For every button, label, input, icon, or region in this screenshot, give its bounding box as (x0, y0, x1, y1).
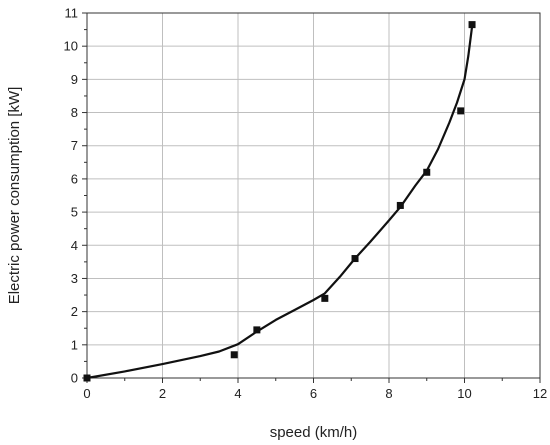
x-tick-label: 8 (385, 386, 392, 401)
y-tick-label: 9 (71, 72, 78, 87)
x-tick-label: 10 (457, 386, 471, 401)
grid-lines (87, 13, 540, 378)
x-tick-label: 6 (310, 386, 317, 401)
y-tick-label: 4 (71, 238, 78, 253)
x-tick-label: 4 (234, 386, 241, 401)
data-points (83, 21, 476, 382)
data-point (351, 255, 359, 263)
y-tick-label: 5 (71, 205, 78, 220)
fit-curve (86, 26, 474, 380)
data-point (423, 168, 431, 176)
x-tick-label: 0 (83, 386, 90, 401)
y-tick-label: 3 (71, 271, 78, 286)
axis-ticks (82, 12, 541, 383)
y-axis-label: Electric power consumption [kW] (6, 87, 23, 305)
data-point (457, 107, 465, 115)
data-point (253, 326, 261, 334)
y-tick-label: 11 (65, 6, 79, 21)
y-tick-label: 2 (71, 304, 78, 319)
x-axis-label: speed (km/h) (270, 424, 358, 441)
x-tick-label: 12 (533, 386, 547, 401)
data-point (468, 21, 476, 29)
data-point (83, 374, 91, 382)
x-tick-labels: 0 2 4 6 8 10 12 (83, 386, 547, 401)
y-tick-label: 8 (71, 105, 78, 120)
data-point (396, 201, 404, 209)
y-tick-label: 0 (71, 371, 78, 386)
y-tick-label: 10 (64, 39, 78, 54)
data-point (321, 294, 329, 302)
y-tick-label: 7 (71, 138, 78, 153)
y-tick-labels: 0 1 2 3 4 5 6 7 8 9 10 11 (64, 6, 78, 386)
data-point (230, 351, 238, 359)
y-tick-label: 6 (71, 171, 78, 186)
y-tick-label: 1 (71, 337, 78, 352)
x-tick-label: 2 (159, 386, 166, 401)
